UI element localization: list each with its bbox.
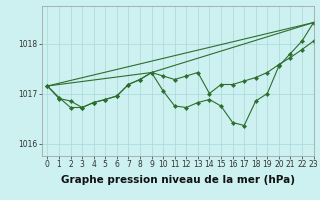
X-axis label: Graphe pression niveau de la mer (hPa): Graphe pression niveau de la mer (hPa) (60, 175, 295, 185)
